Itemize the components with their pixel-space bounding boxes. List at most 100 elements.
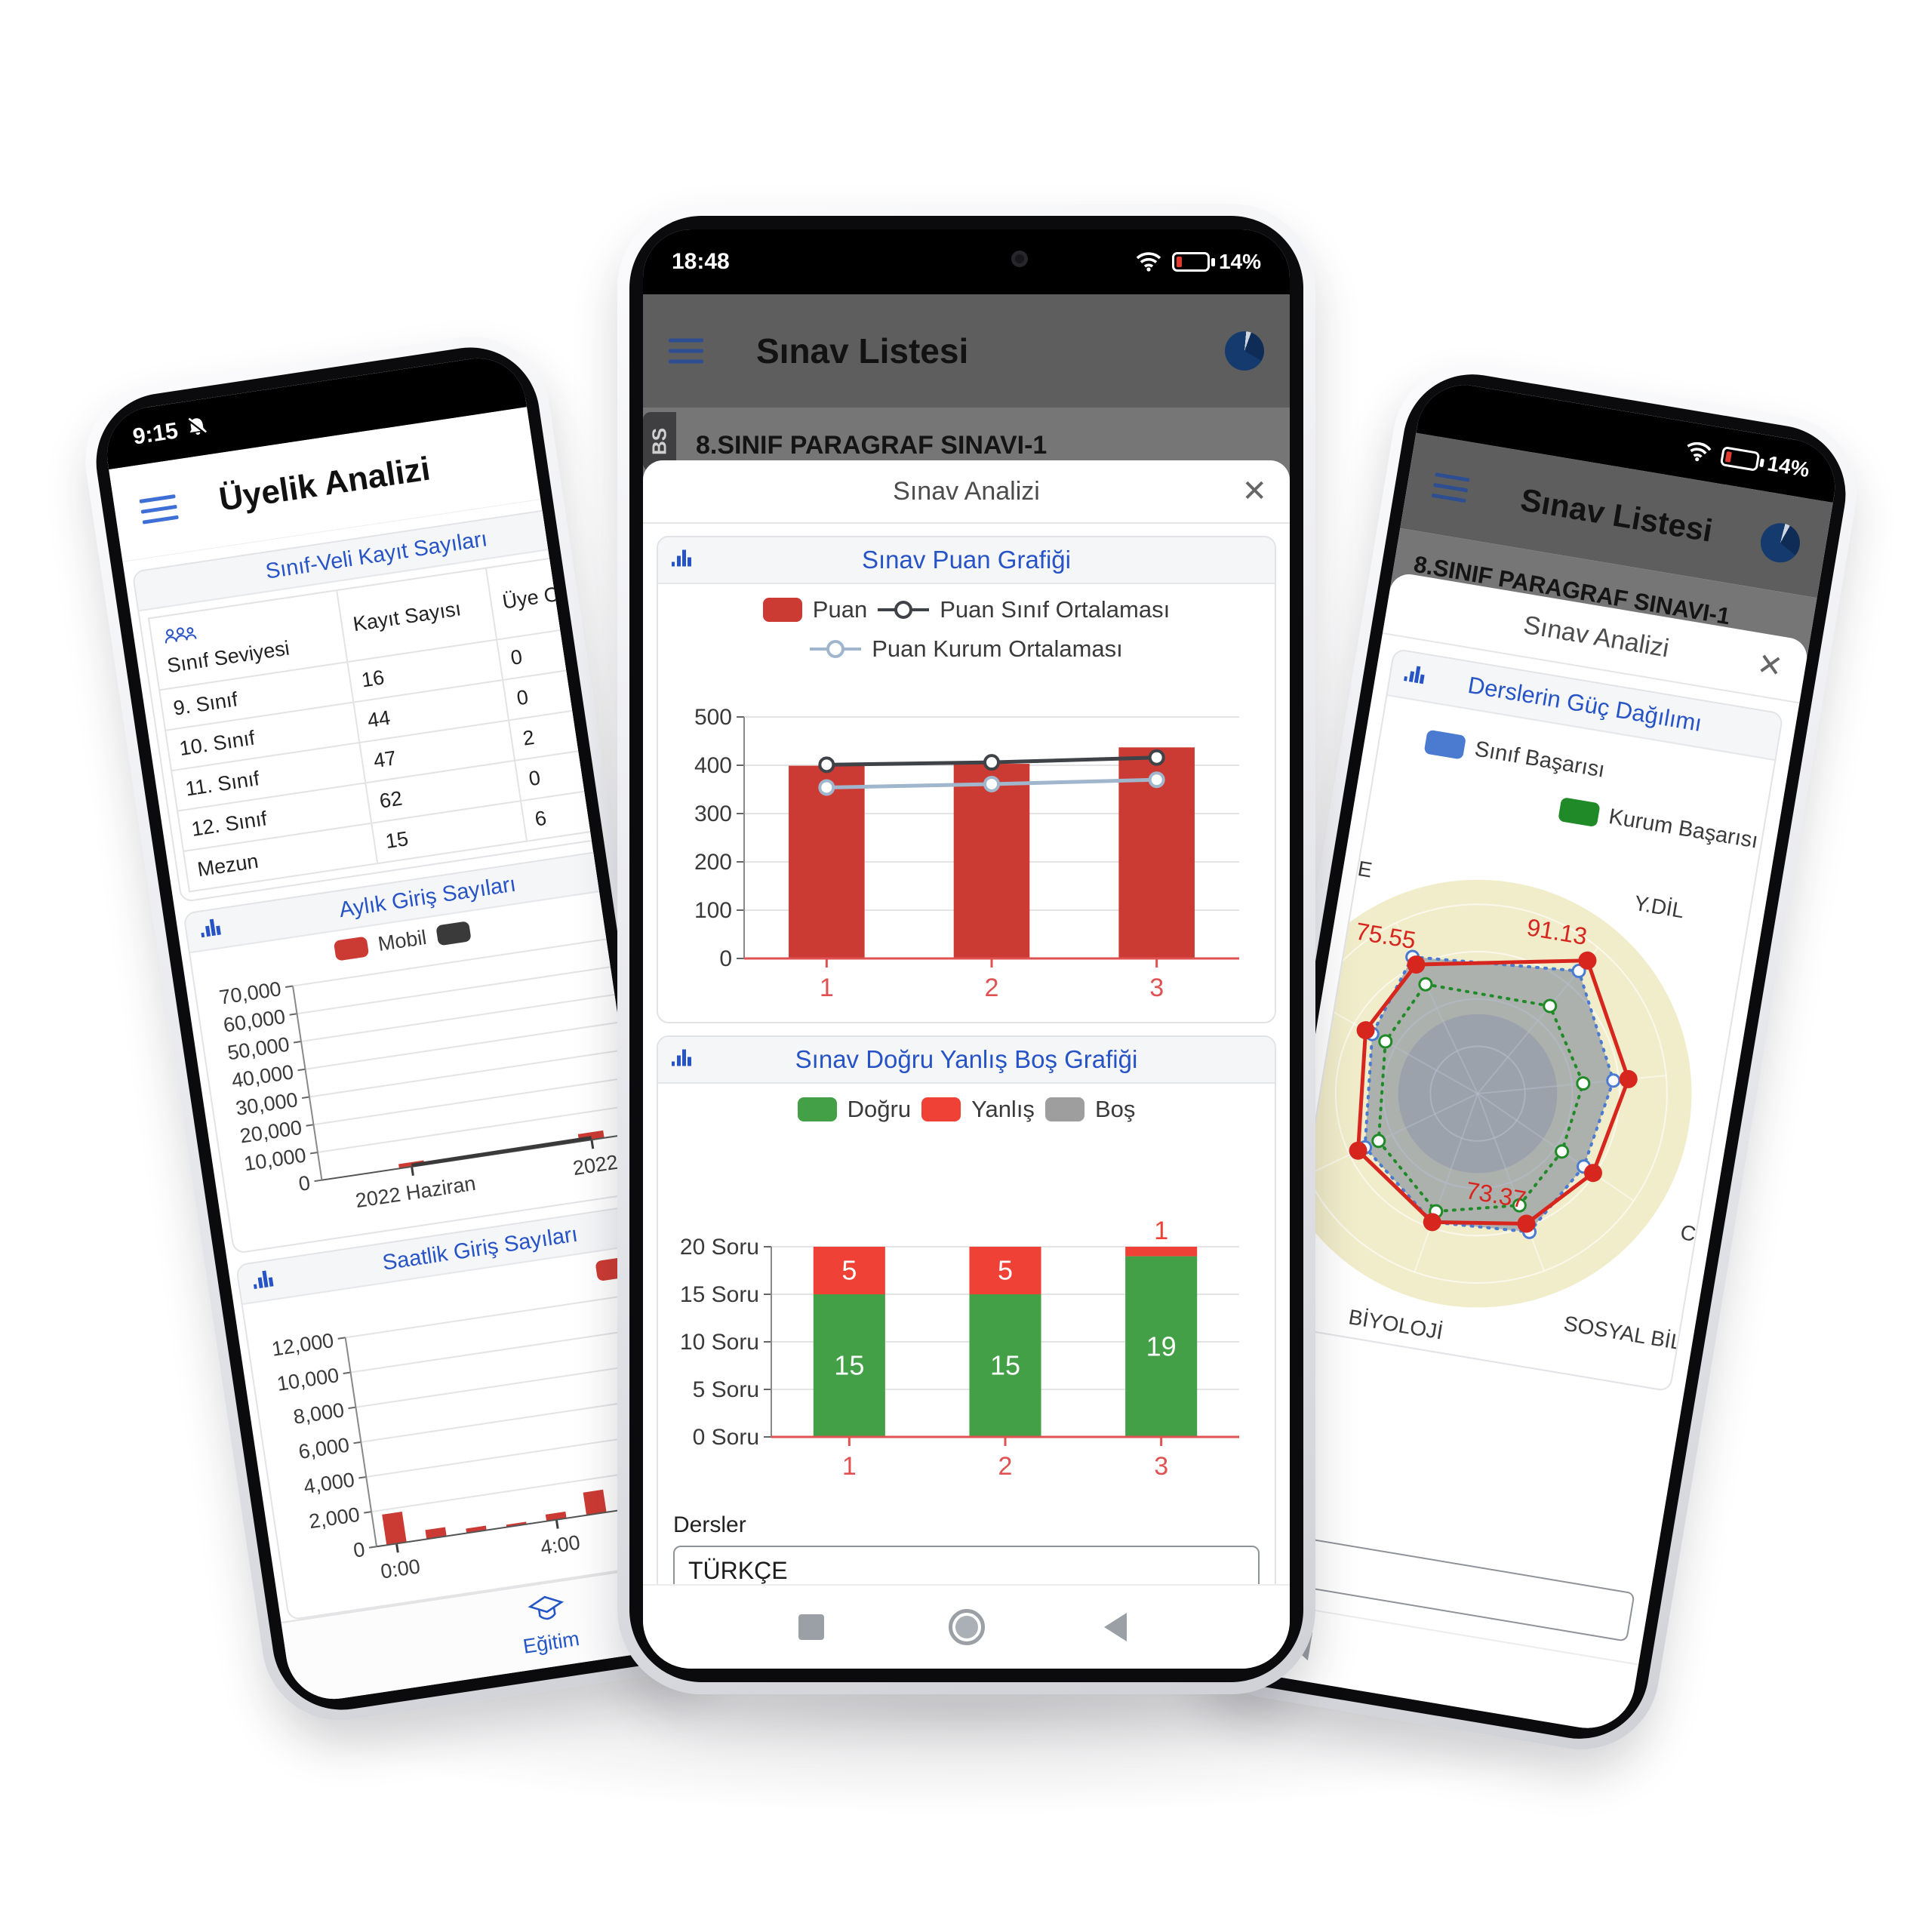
- svg-text:15: 15: [834, 1350, 864, 1381]
- left-status-bar: 9:15: [100, 352, 528, 470]
- svg-text:0 Soru: 0 Soru: [692, 1425, 758, 1450]
- lesson-select[interactable]: TÜRKÇE: [673, 1546, 1260, 1584]
- pie-chart-icon[interactable]: [1225, 331, 1264, 371]
- svg-text:10 Soru: 10 Soru: [679, 1330, 758, 1355]
- svg-text:19: 19: [1146, 1331, 1176, 1361]
- nav-home-icon[interactable]: [948, 1609, 985, 1645]
- tab-egitim[interactable]: Eğitim: [516, 1591, 581, 1659]
- svg-text:3: 3: [1149, 974, 1164, 1002]
- score-card-title: Sınav Puan Grafiği: [862, 546, 1071, 574]
- modal-title: Sınav Analizi: [893, 476, 1040, 506]
- menu-icon[interactable]: [669, 338, 703, 364]
- institution-average-marker: [810, 638, 862, 660]
- right-phone: 14% Sınav Listesi 8.SINIF PARAGRAF SINAV…: [1183, 352, 1869, 1761]
- bell-muted-icon: [185, 414, 210, 442]
- lesson-select-value: TÜRKÇE: [688, 1556, 788, 1584]
- center-phone-bezel: 18:48 14% Sınav Listesi: [629, 216, 1303, 1682]
- svg-text:20,000: 20,000: [238, 1116, 303, 1148]
- bar-chart-icon: [672, 1048, 693, 1072]
- battery-percent: 14%: [1765, 451, 1811, 482]
- puan-chip: [762, 598, 802, 622]
- svg-text:2022 Haziran: 2022 Haziran: [354, 1172, 477, 1212]
- page-title: Üyelik Analizi: [217, 449, 433, 518]
- bar-chart-icon: [1403, 663, 1428, 689]
- class-average-marker: [878, 599, 930, 620]
- svg-text:500: 500: [694, 705, 731, 730]
- center-nav-bar: [643, 1584, 1290, 1669]
- radar-card: Derslerin Güç Dağılımı Sınıf Başarısı Ku…: [1280, 648, 1784, 1392]
- modal-header: Sınav Analizi ✕: [643, 460, 1290, 524]
- svg-text:20 Soru: 20 Soru: [679, 1235, 758, 1260]
- page-title: Sınav Listesi: [756, 331, 969, 371]
- class-success-label: Sınıf Başarısı: [1472, 737, 1607, 783]
- col-class-level: Sınıf Seviyesi: [148, 590, 348, 691]
- svg-text:1: 1: [1154, 1217, 1168, 1245]
- correct-wrong-header: Sınav Doğru Yanlış Boş Grafiği: [658, 1037, 1275, 1084]
- status-icons: 14%: [1682, 436, 1812, 483]
- bos-chip: [1044, 1097, 1084, 1121]
- nav-recents-icon[interactable]: [798, 1614, 824, 1640]
- bar-chart-icon: [251, 1268, 275, 1294]
- mobil-legend-label: Mobil: [376, 925, 429, 956]
- battery-icon: [1719, 445, 1761, 472]
- bos-label: Boş: [1094, 1096, 1136, 1122]
- svg-text:5: 5: [841, 1255, 857, 1286]
- dogru-label: Doğru: [847, 1096, 912, 1122]
- svg-text:SOSYAL BİLG.: SOSYAL BİLG.: [1562, 1312, 1706, 1358]
- dogru-chip: [797, 1097, 837, 1121]
- mobil-legend-chip: [333, 936, 370, 961]
- score-legend-row2: Puan Kurum Ortalaması: [658, 635, 1275, 663]
- puan-label: Puan: [812, 596, 868, 623]
- score-legend-row1: Puan Puan Sınıf Ortalaması: [658, 596, 1275, 623]
- svg-text:1: 1: [841, 1452, 856, 1481]
- center-app-header: Sınav Listesi: [643, 294, 1290, 408]
- wifi-icon: [1134, 249, 1163, 275]
- right-status-bar: 14%: [1416, 377, 1842, 503]
- close-icon[interactable]: ✕: [1241, 475, 1267, 508]
- svg-text:8,000: 8,000: [292, 1398, 346, 1429]
- svg-text:6,000: 6,000: [297, 1433, 351, 1463]
- status-icons: 14%: [1134, 249, 1261, 275]
- camera-dot: [1011, 251, 1029, 267]
- menu-icon[interactable]: [1431, 472, 1470, 503]
- svg-text:0: 0: [719, 946, 732, 971]
- pie-chart-icon[interactable]: [1758, 520, 1803, 566]
- svg-text:Y.DİL: Y.DİL: [1632, 891, 1686, 923]
- lesson-select-label: Dersler: [673, 1512, 746, 1537]
- radar-chart-area: TÜRKÇE Y.DİL VATANDAŞI COĞRAFY SOSYAL BİLG. B…: [1280, 789, 1784, 1390]
- correct-wrong-card: Sınav Doğru Yanlış Boş Grafiği Doğru Yan…: [657, 1035, 1276, 1584]
- svg-text:10,000: 10,000: [275, 1364, 340, 1395]
- nav-back-icon[interactable]: [1103, 1613, 1127, 1641]
- score-card-header: Sınav Puan Grafiği: [658, 537, 1275, 584]
- menu-icon[interactable]: [139, 494, 179, 525]
- svg-text:2: 2: [998, 1452, 1012, 1481]
- class-average-label: Puan Sınıf Ortalaması: [940, 596, 1171, 623]
- monthly-card-title: Aylık Giriş Sayıları: [337, 872, 518, 922]
- svg-text:2,000: 2,000: [307, 1503, 361, 1534]
- svg-text:3: 3: [1154, 1452, 1168, 1481]
- class-parent-table-card: Sınıf-Veli Kayıt Sayıları Sınıf Seviyesi: [131, 499, 665, 903]
- svg-text:2022: 2022: [571, 1151, 620, 1180]
- bar-chart-icon: [672, 549, 693, 572]
- bar-chart-icon: [199, 916, 223, 943]
- svg-text:15: 15: [989, 1350, 1020, 1381]
- svg-text:5: 5: [997, 1255, 1012, 1286]
- exam-analysis-modal: Sınav Analizi ✕ Derslerin Güç Dağılımı: [1221, 571, 1810, 1664]
- exam-list-item-label: 8.SINIF PARAGRAF SINAVI-1: [696, 430, 1048, 460]
- svg-text:15 Soru: 15 Soru: [679, 1282, 758, 1307]
- lessons-radar-chart: TÜRKÇE Y.DİL VATANDAŞI COĞRAFY SOSYAL BİLG. B…: [1280, 760, 1784, 1392]
- center-phone-screen: 18:48 14% Sınav Listesi: [643, 229, 1290, 1669]
- yanlis-chip: [921, 1097, 961, 1121]
- people-icon: [162, 602, 331, 650]
- svg-text:100: 100: [694, 898, 731, 923]
- close-icon[interactable]: ✕: [1754, 647, 1786, 685]
- svg-text:4,000: 4,000: [302, 1469, 355, 1499]
- svg-text:40,000: 40,000: [230, 1060, 295, 1092]
- web-legend-chip: [435, 921, 472, 946]
- svg-text:50,000: 50,000: [226, 1033, 291, 1065]
- battery-icon: [1171, 252, 1215, 272]
- right-phone-screen: 14% Sınav Listesi 8.SINIF PARAGRAF SINAV…: [1210, 377, 1842, 1736]
- svg-text:COĞRAFY: COĞRAFY: [1678, 1220, 1783, 1260]
- svg-text:60,000: 60,000: [222, 1005, 287, 1037]
